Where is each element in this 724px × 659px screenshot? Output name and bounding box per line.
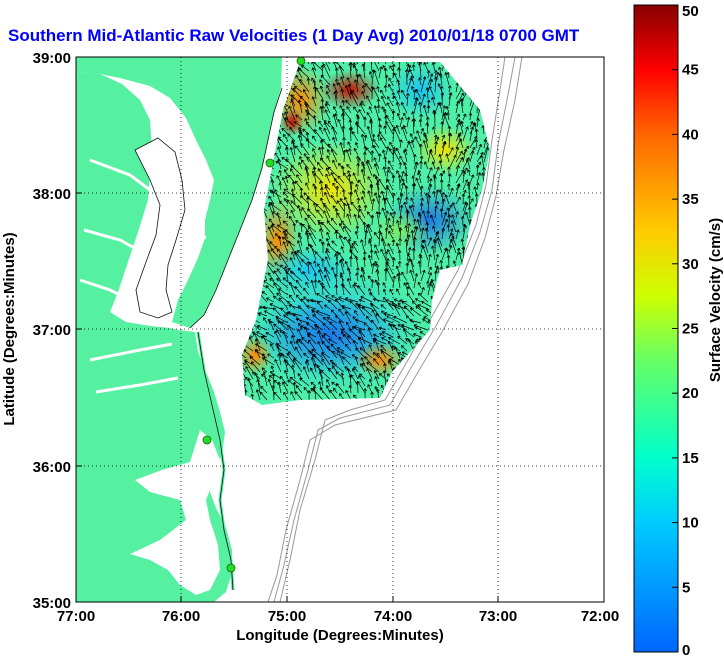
y-tick-label: 38:00 (33, 186, 71, 203)
y-tick-label: 36:00 (33, 459, 71, 476)
colorbar-tick-label: 40 (682, 126, 699, 143)
colorbar-tick-label: 10 (682, 515, 699, 532)
y-tick-label: 35:00 (33, 595, 71, 612)
x-axis-ticks: 77:00 76:00 75:00 74:00 73:00 72:00 (57, 608, 619, 625)
bathymetry-contours (267, 57, 523, 602)
x-tick-label: 76:00 (162, 608, 200, 625)
x-tick-label: 74:00 (374, 608, 412, 625)
coastline-inlets (79, 158, 207, 394)
colorbar-gradient (633, 4, 679, 653)
tick-marks (76, 192, 499, 602)
colorbar-tick-label: 35 (682, 191, 699, 208)
land-delmarva-peninsula (76, 57, 282, 328)
y-tick-label: 37:00 (33, 322, 71, 339)
velocity-arrow-paths (242, 62, 490, 401)
colorbar-tick-label: 30 (682, 256, 699, 273)
colorbar-tick-label: 5 (682, 579, 690, 596)
figure-title: Southern Mid-Atlantic Raw Velocities (1 … (8, 26, 580, 45)
radar-station-marker (202, 435, 212, 445)
coastline-outline (134, 87, 283, 591)
colorbar-tick-label: 0 (682, 642, 690, 659)
y-axis-label: Latitude (Degrees:Minutes) (1, 232, 18, 425)
x-tick-label: 72:00 (581, 608, 619, 625)
radar-station-marker (226, 563, 236, 573)
x-axis-label: Longitude (Degrees:Minutes) (236, 627, 444, 644)
x-tick-label: 77:00 (57, 608, 95, 625)
colorbar: 0 5 10 15 20 25 30 35 40 45 50 Surface Velocity (c… (633, 3, 724, 659)
x-tick-label: 75:00 (268, 608, 306, 625)
map-grid (76, 57, 604, 602)
colorbar-ticks: 0 5 10 15 20 25 30 35 40 45 50 (672, 3, 699, 659)
colorbar-tick-label: 25 (682, 321, 699, 338)
colorbar-tick-label: 50 (682, 3, 699, 20)
radar-stations (202, 57, 306, 573)
velocity-arrows (242, 62, 490, 401)
y-axis-ticks: 39:00 38:00 37:00 36:00 35:00 (33, 50, 71, 612)
pamlico-sound (130, 430, 220, 595)
radar-station-marker (265, 158, 275, 168)
y-tick-label: 39:00 (33, 50, 71, 67)
colorbar-label: Surface Velocity (cm/s) (707, 218, 724, 382)
colorbar-tick-label: 45 (682, 62, 699, 79)
colorbar-tick-label: 15 (682, 450, 699, 467)
x-tick-label: 73:00 (479, 608, 517, 625)
radar-station-marker (296, 57, 306, 66)
map-plot-area (76, 57, 604, 602)
chesapeake-bay (135, 138, 185, 318)
colorbar-tick-label: 20 (682, 385, 699, 402)
